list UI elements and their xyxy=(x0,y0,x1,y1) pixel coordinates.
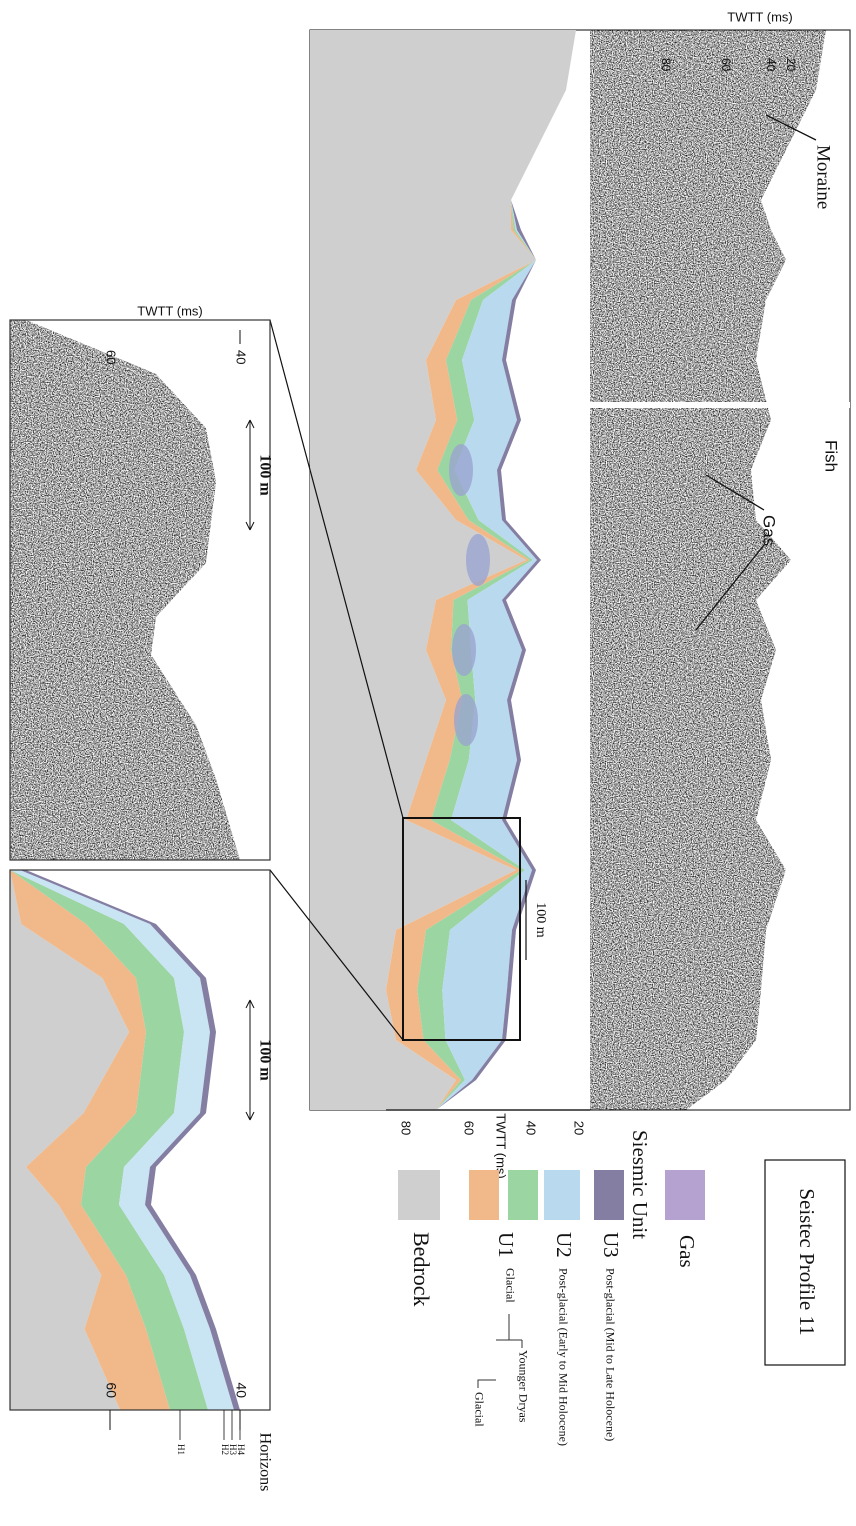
swatch-bedrock xyxy=(398,1170,440,1220)
tick-label: 40 xyxy=(233,1382,249,1398)
scale-label: 100 m xyxy=(256,1039,273,1081)
figure: 20 40 60 80 Moraine Fish Gas 20 40 60 80… xyxy=(0,0,856,1526)
gas-pocket xyxy=(449,444,473,496)
legend-label: U2 xyxy=(552,1232,576,1258)
tick-label: 40 xyxy=(234,350,249,364)
tick-label: 20 xyxy=(572,1121,587,1135)
bracket xyxy=(478,1314,522,1388)
scale-label: 100 m xyxy=(256,454,273,496)
axis-title: TWTT (ms) xyxy=(727,9,792,24)
annotation: Gas xyxy=(760,515,779,546)
axis-title: TWTT (ms) xyxy=(137,303,202,318)
inset-raw xyxy=(10,320,240,860)
legend-label: U1 xyxy=(494,1232,518,1258)
raw-profile xyxy=(590,30,850,1110)
legend-label: U3 xyxy=(599,1232,623,1258)
legend-heading: Siesmic Unit xyxy=(628,1130,652,1239)
gas-pocket xyxy=(454,694,478,746)
horizon-label: H2 xyxy=(220,1444,230,1455)
tick-label: 60 xyxy=(462,1121,477,1135)
swatch-u3 xyxy=(594,1170,624,1220)
tick-label: 60 xyxy=(104,350,119,364)
legend-sub: Younger Dryas xyxy=(516,1350,530,1423)
scale-bar xyxy=(246,1000,254,1120)
tick-label: 40 xyxy=(524,1121,539,1135)
seismic-reflection xyxy=(590,30,826,1110)
rotated-figure: 20 40 60 80 Moraine Fish Gas 20 40 60 80… xyxy=(10,30,850,1491)
legend-desc: Post-glacial (Mid to Late Holocene) xyxy=(603,1268,617,1441)
swatch-u1-younger-dryas xyxy=(508,1170,538,1220)
title: Seistec Profile 11 xyxy=(795,1188,819,1335)
seismic-reflection xyxy=(10,320,240,860)
tick-label: 40 xyxy=(764,58,778,72)
horizons-title: Horizons xyxy=(256,1433,273,1492)
tick-label: 80 xyxy=(659,58,673,72)
swatch-u2 xyxy=(544,1170,580,1220)
legend-label: Gas xyxy=(675,1235,699,1268)
legend-label: Bedrock xyxy=(409,1232,434,1307)
annotation: Fish xyxy=(822,440,841,472)
legend-desc: Post-glacial (Early to Mid Holocene) xyxy=(556,1268,570,1446)
tick-label: 20 xyxy=(784,58,798,72)
gas-pocket xyxy=(452,624,476,676)
inset-interpreted xyxy=(10,870,240,1410)
tick-label: 80 xyxy=(399,1121,414,1135)
tick-label: 60 xyxy=(103,1382,119,1398)
swatch-gas xyxy=(665,1170,705,1220)
legend-desc: Glacial xyxy=(503,1268,517,1303)
interpreted-profile xyxy=(310,30,576,1110)
tick-label: 60 xyxy=(719,58,733,72)
gas-pocket xyxy=(466,534,490,586)
axis-title: TWTT (ms) xyxy=(494,1113,509,1178)
scale-bar xyxy=(246,420,254,530)
scale-label: 100 m xyxy=(533,902,548,938)
annotation: Moraine xyxy=(813,145,834,209)
swatch-u1-glacial xyxy=(469,1170,499,1220)
legend-sub: Glacial xyxy=(472,1392,486,1427)
horizon-label: H1 xyxy=(176,1444,186,1455)
